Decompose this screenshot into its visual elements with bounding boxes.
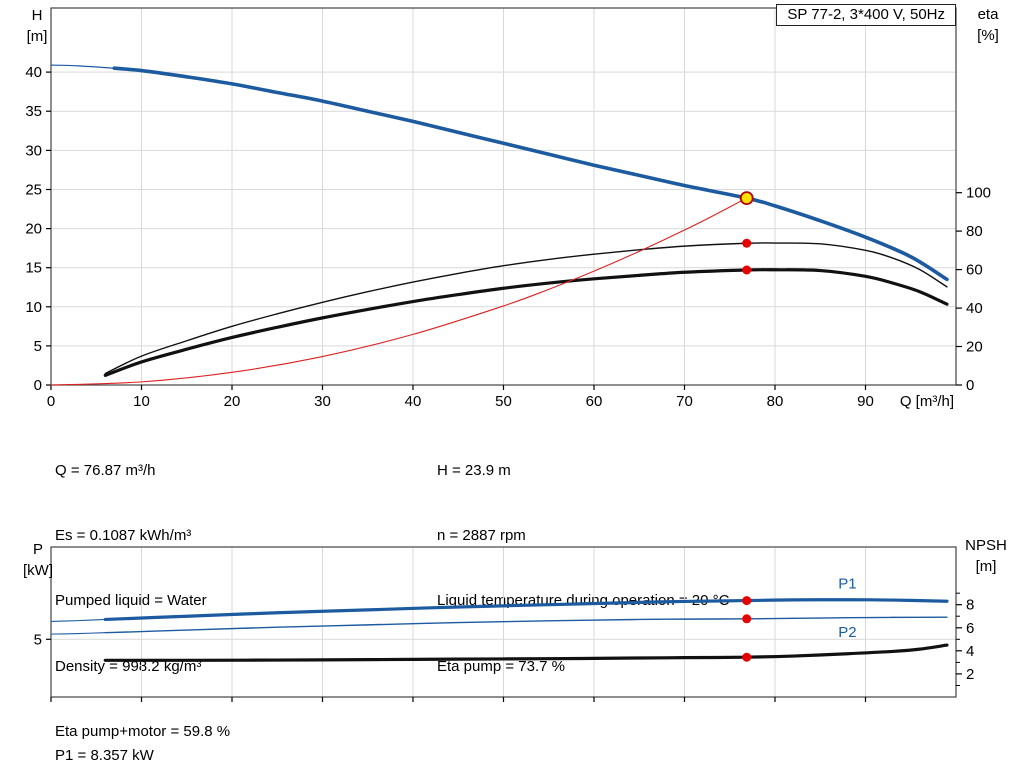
svg-text:NPSH: NPSH <box>965 537 1007 554</box>
svg-text:5: 5 <box>34 631 42 648</box>
svg-text:30: 30 <box>314 393 331 410</box>
svg-text:40: 40 <box>966 300 983 317</box>
svg-text:0: 0 <box>34 377 42 394</box>
svg-text:4: 4 <box>966 643 974 660</box>
svg-text:60: 60 <box>966 262 983 279</box>
info-line-head: H = 23.9 m <box>437 461 511 479</box>
svg-text:H: H <box>32 7 43 24</box>
svg-text:[kW]: [kW] <box>23 562 53 579</box>
power-npsh-chart: 5 2 4 6 8 P [kW] NPSH [m] P1 P2 <box>23 537 1007 702</box>
info-line-density: Density = 998.2 kg/m³ <box>55 657 202 675</box>
svg-text:0: 0 <box>966 377 974 394</box>
svg-text:6: 6 <box>966 620 974 637</box>
duty-info-left: Q = 76.87 m³/h Es = 0.1087 kWh/m³ Pumped… <box>55 416 230 781</box>
svg-text:[%]: [%] <box>977 27 999 44</box>
svg-text:P2: P2 <box>838 624 856 641</box>
svg-text:P1: P1 <box>838 576 856 593</box>
svg-text:60: 60 <box>586 393 603 410</box>
svg-text:40: 40 <box>405 393 422 410</box>
info-line-eta-total: Eta pump+motor = 59.8 % <box>55 723 231 741</box>
svg-text:5: 5 <box>34 338 42 355</box>
svg-text:20: 20 <box>25 221 42 238</box>
svg-text:80: 80 <box>767 393 784 410</box>
svg-text:50: 50 <box>495 393 512 410</box>
info-line-liquid: Pumped liquid = Water <box>55 592 207 610</box>
svg-text:2: 2 <box>966 666 974 683</box>
svg-text:Q [m³/h]: Q [m³/h] <box>900 393 954 410</box>
svg-text:20: 20 <box>966 339 983 356</box>
svg-text:70: 70 <box>676 393 693 410</box>
svg-text:10: 10 <box>133 393 150 410</box>
svg-text:10: 10 <box>25 299 42 316</box>
svg-text:90: 90 <box>857 393 874 410</box>
svg-text:eta: eta <box>978 6 1000 23</box>
svg-text:40: 40 <box>25 64 42 81</box>
svg-text:8: 8 <box>966 597 974 614</box>
svg-text:15: 15 <box>25 260 42 277</box>
svg-text:P: P <box>33 541 43 558</box>
svg-text:[m]: [m] <box>976 558 997 575</box>
info-line-speed: n = 2887 rpm <box>437 526 526 544</box>
svg-text:100: 100 <box>966 185 991 202</box>
svg-text:[m]: [m] <box>27 28 48 45</box>
svg-text:0: 0 <box>47 393 55 410</box>
svg-text:30: 30 <box>25 142 42 159</box>
info-line-eta-pump: Eta pump = 73.7 % <box>437 657 565 675</box>
svg-text:80: 80 <box>966 223 983 240</box>
info-line-es: Es = 0.1087 kWh/m³ <box>55 526 192 544</box>
hq-eta-chart: 0 10 20 30 40 50 60 70 80 90 0 5 10 15 20 25 30 35 40 0 20 40… <box>25 6 1000 410</box>
svg-text:25: 25 <box>25 181 42 198</box>
svg-text:35: 35 <box>25 103 42 120</box>
info-line-flow: Q = 76.87 m³/h <box>55 461 156 479</box>
pump-model-label: SP 77-2, 3*400 V, 50Hz <box>776 4 956 26</box>
info-line-p1: P1 = 8.357 kW <box>55 747 154 764</box>
svg-text:20: 20 <box>224 393 241 410</box>
power-info: P1 = 8.357 kW P2 = 6.774 kW NPSH = 3.45 … <box>55 700 160 781</box>
